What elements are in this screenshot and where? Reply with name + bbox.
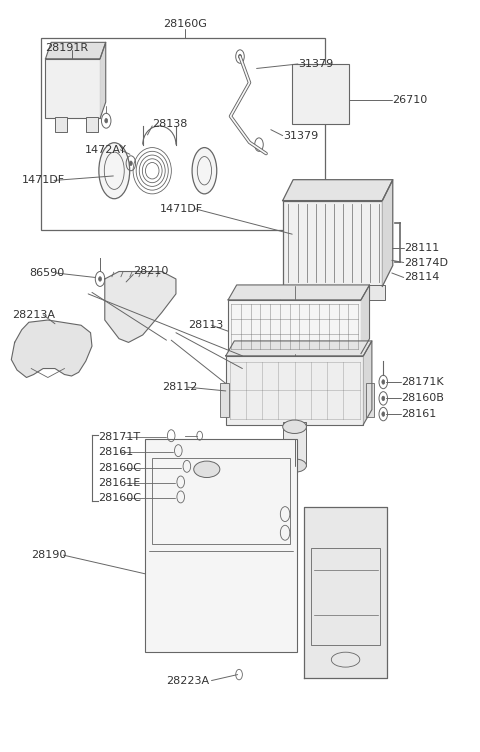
Ellipse shape	[192, 147, 217, 194]
Ellipse shape	[283, 420, 306, 433]
Bar	[55, 117, 67, 132]
Polygon shape	[383, 180, 393, 287]
Polygon shape	[363, 341, 372, 425]
Polygon shape	[100, 42, 106, 119]
Text: 28161E: 28161E	[97, 478, 140, 489]
Bar	[41, 38, 325, 230]
Text: 1472AY: 1472AY	[85, 145, 127, 155]
Circle shape	[382, 380, 384, 384]
Text: 28210: 28210	[133, 266, 168, 277]
Bar	[145, 439, 297, 652]
Polygon shape	[361, 285, 370, 353]
Text: 1471DF: 1471DF	[22, 175, 65, 186]
Ellipse shape	[283, 459, 306, 472]
Polygon shape	[304, 507, 387, 678]
Bar	[366, 384, 374, 417]
Polygon shape	[226, 341, 372, 356]
Circle shape	[239, 54, 241, 59]
Circle shape	[382, 412, 384, 417]
Text: 28171T: 28171T	[97, 432, 140, 442]
Text: 28161: 28161	[401, 409, 437, 419]
Text: 28160C: 28160C	[97, 462, 141, 473]
Bar	[280, 285, 384, 300]
Polygon shape	[12, 320, 92, 378]
Text: 26710: 26710	[392, 95, 427, 105]
Text: 28113: 28113	[188, 320, 223, 330]
Bar	[46, 59, 100, 119]
Text: 31379: 31379	[283, 131, 318, 141]
Text: 28223A: 28223A	[166, 675, 209, 686]
Bar	[220, 384, 228, 417]
Text: 28160C: 28160C	[97, 493, 141, 503]
Bar	[292, 64, 349, 123]
Bar	[86, 117, 97, 132]
Ellipse shape	[99, 143, 130, 199]
Text: 31379: 31379	[298, 59, 333, 69]
Text: 28171K: 28171K	[401, 377, 444, 387]
Text: 28213A: 28213A	[12, 310, 55, 320]
Text: 28114: 28114	[404, 272, 439, 283]
Circle shape	[382, 396, 384, 401]
Polygon shape	[46, 42, 106, 59]
Text: 28174D: 28174D	[404, 257, 448, 268]
Text: 28160G: 28160G	[164, 19, 207, 29]
Bar	[283, 423, 306, 465]
Text: 28191R: 28191R	[46, 43, 89, 53]
Bar	[226, 356, 363, 425]
Text: 28190: 28190	[31, 550, 67, 560]
Text: 28138: 28138	[152, 119, 188, 129]
Text: 1471DF: 1471DF	[160, 204, 204, 214]
Polygon shape	[228, 285, 370, 300]
Circle shape	[130, 161, 132, 165]
Bar	[152, 458, 290, 544]
Text: 28161: 28161	[97, 447, 133, 457]
Text: 28111: 28111	[404, 243, 439, 253]
Bar	[311, 547, 380, 644]
Ellipse shape	[194, 461, 220, 478]
Polygon shape	[105, 271, 176, 342]
Text: 28112: 28112	[162, 382, 197, 393]
Polygon shape	[283, 180, 393, 201]
Text: 28160B: 28160B	[401, 393, 444, 403]
Circle shape	[98, 277, 101, 281]
Circle shape	[105, 119, 108, 123]
Text: 86590: 86590	[29, 268, 64, 278]
Bar	[228, 300, 361, 353]
Bar	[283, 201, 383, 287]
